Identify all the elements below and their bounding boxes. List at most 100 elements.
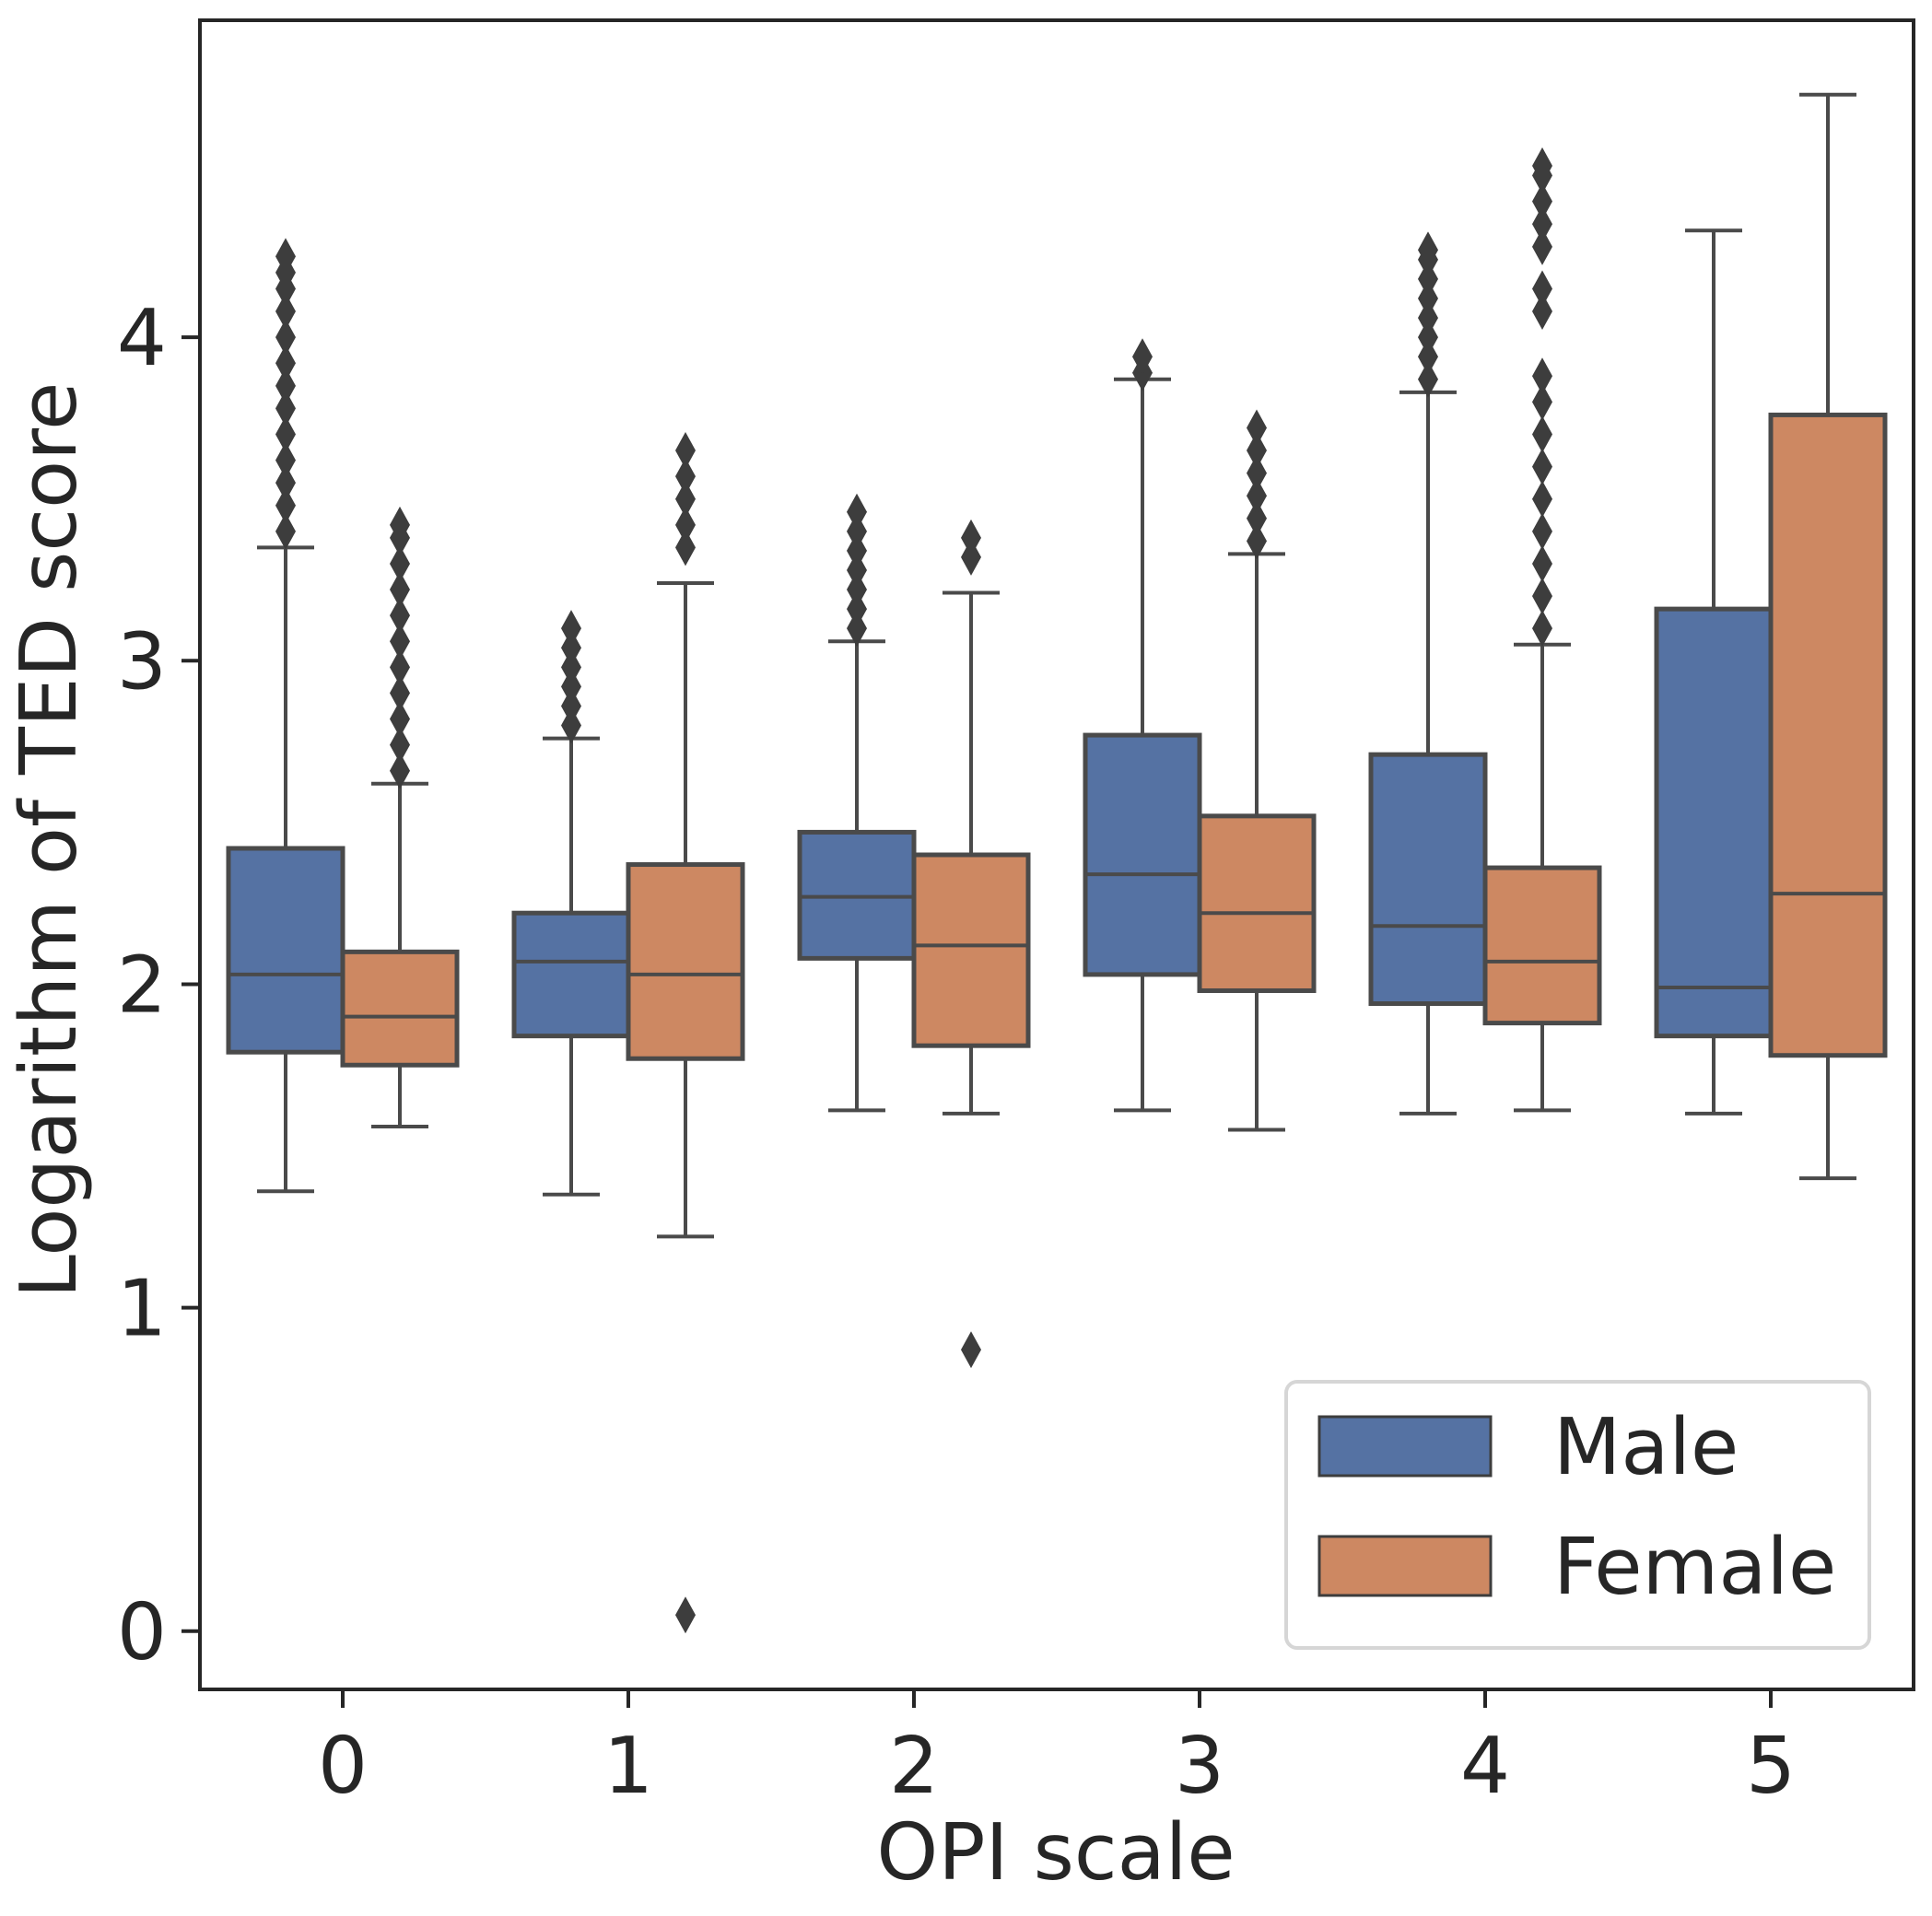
female-opi-4-outlier-point [1532,383,1552,421]
x-tick-label-3: 3 [1175,1721,1224,1812]
male-opi-4-outlier-point [1418,338,1438,376]
female-opi-2-outlier-point [961,519,981,556]
male-opi-4-outlier-point [1418,360,1438,398]
female-opi-3-outlier-point [1247,477,1267,515]
female-opi-4-outlier-point [1532,293,1552,331]
female-opi-0-outlier-point [390,623,410,660]
male-opi-0-outlier-point [275,345,296,382]
male-opi-1-outlier-point [561,687,581,725]
y-tick-label-0: 0 [117,1587,167,1678]
female-opi-3-outlier-point [1247,409,1267,447]
female-opi-4-outlier-point [1532,512,1552,550]
male-opi-4-outlier-point [1418,280,1438,317]
male-opi-1-outlier-point [561,610,581,648]
male-opi-0-outlier-point [275,367,296,404]
female-opi-2-box [911,852,1031,1048]
y-tick-label-1: 1 [117,1264,167,1355]
male-opi-3-outlier-point [1132,338,1153,376]
male-opi-5-box [1654,606,1774,1039]
female-opi-3-outlier-point [1247,432,1267,470]
male-opi-0-outlier-point [275,238,296,275]
female-opi-3-outlier-point [1247,454,1267,492]
female-opi-1-outlier-point [675,432,696,470]
female-opi-4-outlier-point [1532,480,1552,518]
legend-swatch-male [1317,1415,1493,1478]
male-opi-0-box [226,846,345,1055]
female-opi-4-outlier-point [1532,270,1552,308]
female-opi-4-outlier-point [1532,544,1552,582]
male-opi-2-outlier-point [847,571,867,609]
female-opi-0-outlier-point [390,726,410,764]
female-opi-1-outlier-point [675,529,696,567]
female-opi-0-outlier-point [390,544,410,582]
plot-area [226,92,1888,1634]
male-opi-1-outlier-point [561,648,581,686]
female-opi-1-outlier-point [675,480,696,518]
female-opi-4-outlier-point [1532,228,1552,265]
female-opi-4-box [1482,865,1602,1026]
female-opi-5-box [1768,412,1888,1058]
female-opi-3-outlier-point [1247,499,1267,537]
female-opi-0-outlier-point [390,752,410,789]
male-opi-4-outlier-point [1418,231,1438,269]
legend-label-female: Female [1553,1522,1836,1613]
x-tick-label-1: 1 [603,1721,653,1812]
male-opi-4-outlier-point [1418,299,1438,337]
male-opi-0-outlier-point [275,319,296,356]
x-tick-label-2: 2 [889,1721,939,1812]
male-opi-2-outlier-point [847,532,867,569]
female-opi-4-outlier-point [1532,182,1552,220]
female-opi-3-outlier-point [1247,522,1267,560]
female-opi-2-outlier-point [961,538,981,576]
y-axis-label: Logarithm of TED score [4,382,95,1299]
x-axis-label: OPI scale [876,1807,1235,1898]
female-opi-1-box [626,862,745,1061]
female-opi-1-outlier-point [675,506,696,543]
male-opi-3-box [1083,732,1202,977]
male-opi-2-outlier-point [847,493,867,531]
female-opi-4-outlier-point [1532,205,1552,243]
y-tick-label-4: 4 [117,293,167,384]
female-opi-1-outlier-point [675,458,696,496]
male-opi-0-outlier-point [275,486,296,524]
male-opi-4-outlier-point [1418,319,1438,356]
female-opi-1-outlier-point [675,1596,696,1634]
legend-swatch-female [1317,1535,1493,1597]
male-opi-2-outlier-point [847,610,867,648]
male-opi-2-outlier-point [847,551,867,589]
female-opi-0-outlier-point [390,506,410,543]
female-opi-0-outlier-point [390,597,410,635]
female-opi-4-outlier-point [1532,448,1552,485]
x-tick-label-5: 5 [1746,1721,1796,1812]
male-opi-0-outlier-point [275,415,296,453]
male-opi-1-outlier-point [561,668,581,706]
male-opi-4-box [1368,752,1488,1007]
x-tick-label-4: 4 [1460,1721,1510,1812]
y-tick-label-2: 2 [117,940,167,1031]
male-opi-0-outlier-point [275,390,296,427]
female-opi-4-outlier-point [1532,578,1552,615]
female-opi-0-outlier-point [390,700,410,738]
male-opi-2-outlier-point [847,590,867,628]
male-opi-1-outlier-point [561,629,581,667]
female-opi-3-box [1197,813,1317,993]
legend: Male Female [1284,1380,1871,1650]
female-opi-2-outlier-point [961,1331,981,1369]
axes: 0 1 2 3 4 0 1 2 3 4 5 [117,18,1915,1812]
female-opi-4-outlier-point [1532,415,1552,453]
female-opi-4-outlier-point [1532,147,1552,185]
male-opi-0-outlier-point [275,293,296,331]
male-opi-0-outlier-point [275,512,296,550]
male-opi-0-outlier-point [275,441,296,479]
male-opi-0-outlier-point [275,464,296,502]
male-opi-4-outlier-point [1418,260,1438,298]
axes-frame [198,18,1915,1691]
female-opi-0-outlier-point [390,648,410,686]
male-opi-1-box [511,910,631,1039]
male-opi-2-outlier-point [847,512,867,550]
female-opi-0-box [340,949,460,1068]
male-opi-1-outlier-point [561,707,581,744]
female-opi-0-outlier-point [390,571,410,609]
female-opi-0-outlier-point [390,674,410,712]
